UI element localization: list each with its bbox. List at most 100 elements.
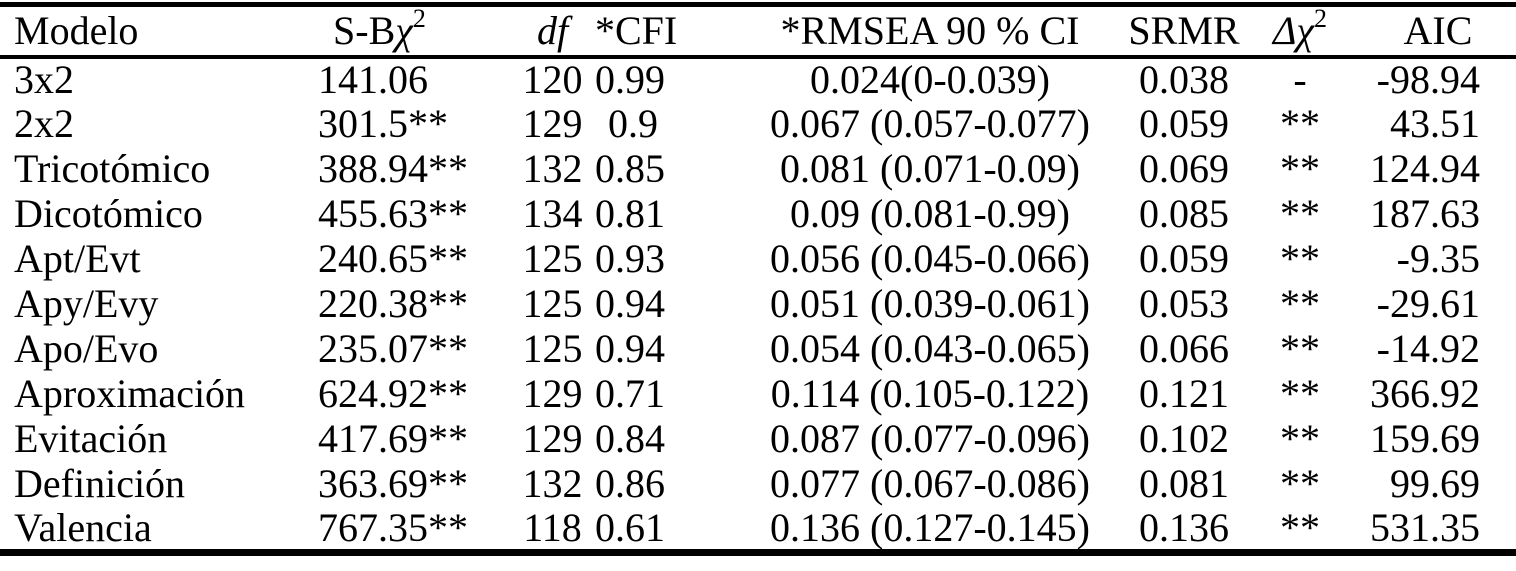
cell-rmsea: 0.09 (0.081-0.99) (790, 191, 1070, 236)
cell-df: 125 (522, 326, 583, 371)
col-header-cfi: *CFI (595, 5, 677, 57)
header-label: SRMR (1128, 7, 1240, 53)
table-row: Apo/Evo 235.07** 125 0.94 0.054 (0.043-0.065… (0, 327, 1516, 372)
cell-aic: -98.94 (1376, 57, 1480, 102)
header-label: Modelo (14, 7, 139, 53)
col-header-deltachi2: Δχ2 (1240, 5, 1360, 57)
cell-cfi: 0.86 (595, 461, 665, 506)
header-label: *CFI (595, 7, 678, 53)
table-header: Modelo S-Bχ2 df *CFI *RMSEA 90 % CI SRMR… (0, 5, 1516, 57)
header-label: AIC (1403, 7, 1473, 53)
cell-sbchi2: 388.94** (318, 146, 468, 191)
cell-rmsea: 0.067 (0.057-0.077) (770, 101, 1090, 146)
cell-modelo: 2x2 (14, 101, 74, 146)
cell-aic: 124.94 (1370, 146, 1480, 191)
cell-aic: 159.69 (1370, 416, 1480, 461)
cell-srmr: 0.066 (1139, 326, 1229, 371)
cell-aic: -14.92 (1376, 326, 1480, 371)
header-label: *RMSEA 90 % CI (780, 7, 1080, 53)
cell-deltachi2: ** (1280, 146, 1320, 191)
cell-sbchi2: 240.65** (318, 236, 468, 281)
table-row: 2x2 301.5** 129 0.9 0.067 (0.057-0.077) 0.059… (0, 102, 1516, 147)
cell-modelo: Evitación (14, 416, 168, 461)
cell-modelo: Dicotómico (14, 191, 203, 236)
cell-df: 118 (523, 504, 582, 550)
cell-modelo: Definición (14, 461, 186, 506)
cell-cfi: 0.99 (595, 57, 665, 102)
superscript-2: 2 (412, 4, 426, 34)
cell-df: 120 (522, 57, 583, 102)
superscript-2: 2 (1314, 4, 1328, 34)
cell-srmr: 0.053 (1139, 281, 1229, 326)
cell-df: 125 (522, 236, 583, 281)
cell-srmr: 0.102 (1139, 416, 1229, 461)
cell-aic: -9.35 (1396, 236, 1480, 281)
cell-srmr: 0.059 (1139, 236, 1229, 281)
cell-rmsea: 0.081 (0.071-0.09) (780, 146, 1080, 191)
cell-sbchi2: 455.63** (318, 191, 468, 236)
cell-rmsea: 0.087 (0.077-0.096) (770, 416, 1090, 461)
cell-deltachi2: ** (1280, 504, 1320, 550)
cell-srmr: 0.081 (1139, 461, 1229, 506)
cell-modelo: Apo/Evo (14, 326, 159, 371)
cell-df: 132 (522, 461, 583, 506)
cell-sbchi2: 767.35** (318, 504, 468, 550)
cell-sbchi2: 220.38** (318, 281, 468, 326)
cell-df: 125 (522, 281, 583, 326)
cell-rmsea: 0.056 (0.045-0.066) (770, 236, 1090, 281)
cell-df: 132 (522, 146, 583, 191)
cell-srmr: 0.136 (1139, 504, 1229, 550)
cell-cfi: 0.84 (595, 416, 665, 461)
cell-aic: 366.92 (1370, 371, 1480, 416)
cell-cfi: 0.9 (608, 101, 658, 146)
cell-rmsea: 0.077 (0.067-0.086) (770, 461, 1090, 506)
cell-deltachi2: ** (1280, 371, 1320, 416)
cell-modelo: Apy/Evy (14, 281, 159, 326)
chi-symbol: χ (395, 7, 413, 53)
cell-modelo: Apt/Evt (14, 236, 141, 281)
cell-cfi: 0.85 (595, 146, 665, 191)
cell-deltachi2: ** (1280, 101, 1320, 146)
col-header-srmr: SRMR (1128, 5, 1240, 57)
table-row: Dicotómico 455.63** 134 0.81 0.09 (0.081-0.9… (0, 192, 1516, 237)
cell-aic: 187.63 (1370, 191, 1480, 236)
cell-deltachi2: ** (1280, 281, 1320, 326)
table-row: 3x2 141.06 120 0.99 0.024(0-0.039) 0.038 - -98.… (0, 57, 1516, 102)
cell-cfi: 0.71 (595, 371, 665, 416)
cell-deltachi2: - (1293, 57, 1307, 102)
cell-df: 129 (522, 416, 583, 461)
cell-sbchi2: 235.07** (318, 326, 468, 371)
model-fit-table: Modelo S-Bχ2 df *CFI *RMSEA 90 % CI SRMR… (0, 2, 1516, 556)
table-row: Aproximación 624.92** 129 0.71 0.114 (0.105-… (0, 372, 1516, 417)
table-row: Valencia 767.35** 118 0.61 0.136 (0.127-0.14… (0, 504, 1516, 553)
cell-aic: 531.35 (1370, 504, 1480, 550)
cell-cfi: 0.81 (595, 191, 665, 236)
table-row: Definición 363.69** 132 0.86 0.077 (0.067-0.… (0, 462, 1516, 507)
cell-deltachi2: ** (1280, 191, 1320, 236)
cell-df: 129 (522, 371, 583, 416)
table-row: Tricotómico 388.94** 132 0.85 0.081 (0.071-0… (0, 147, 1516, 192)
col-header-rmsea: *RMSEA 90 % CI (672, 5, 1128, 57)
cell-deltachi2: ** (1280, 326, 1320, 371)
cell-srmr: 0.038 (1139, 57, 1229, 102)
cell-modelo: 3x2 (14, 57, 74, 102)
cell-aic: -29.61 (1376, 281, 1480, 326)
cell-df: 129 (522, 101, 583, 146)
cell-aic: 43.51 (1390, 101, 1480, 146)
cell-srmr: 0.069 (1139, 146, 1229, 191)
cell-deltachi2: ** (1280, 236, 1320, 281)
col-header-sbchi2: S-Bχ2 (300, 5, 510, 57)
cell-rmsea: 0.054 (0.043-0.065) (770, 326, 1090, 371)
cell-sbchi2: 417.69** (318, 416, 468, 461)
cell-srmr: 0.085 (1139, 191, 1229, 236)
delta-chi-symbol: Δχ (1272, 7, 1315, 53)
header-label: S-B (333, 7, 396, 53)
cell-sbchi2: 363.69** (318, 461, 468, 506)
col-header-df: df (510, 5, 595, 57)
cell-modelo: Aproximación (14, 371, 246, 416)
cell-df: 134 (522, 191, 583, 236)
cell-sbchi2: 624.92** (318, 371, 468, 416)
cell-rmsea: 0.136 (0.127-0.145) (770, 504, 1090, 550)
cell-modelo: Tricotómico (14, 146, 211, 191)
cell-deltachi2: ** (1280, 461, 1320, 506)
